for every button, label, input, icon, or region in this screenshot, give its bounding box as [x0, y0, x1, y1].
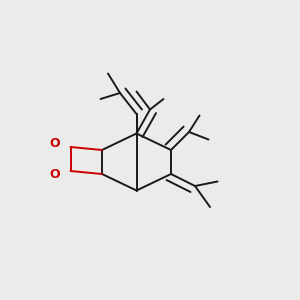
Text: O: O [49, 137, 60, 150]
Text: O: O [49, 168, 60, 181]
